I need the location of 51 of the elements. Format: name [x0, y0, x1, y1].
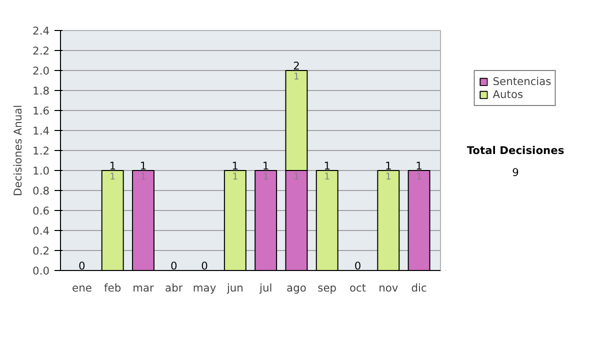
- data-label: 1: [140, 172, 146, 182]
- total-label: 1: [385, 160, 392, 172]
- x-tick-label: may: [192, 282, 216, 294]
- total-label: 1: [324, 160, 331, 172]
- data-label: 1: [324, 172, 330, 182]
- x-tick-label: nov: [378, 282, 398, 294]
- y-tick-label: 1.2: [32, 144, 50, 158]
- total-label: 1: [416, 160, 422, 172]
- data-label: 1: [262, 172, 269, 182]
- y-tick-label: 2.2: [32, 44, 50, 58]
- x-tick-label: mar: [132, 282, 155, 294]
- x-tick-label: abr: [165, 282, 184, 294]
- total-label: 0: [354, 260, 362, 272]
- x-tick-label: sep: [318, 282, 337, 294]
- total-label: 1: [232, 160, 239, 172]
- y-tick-label: 0.4: [32, 224, 50, 238]
- x-tick-label: dic: [411, 282, 427, 294]
- y-tick-label: 0.0: [32, 264, 50, 278]
- total-label: 1: [140, 160, 147, 172]
- y-tick-label: 0.6: [32, 204, 50, 218]
- total-label: 0: [78, 260, 86, 272]
- x-tick-label: ago: [286, 282, 306, 294]
- y-tick-label: 1.4: [32, 124, 50, 138]
- x-tick-label: jun: [226, 282, 244, 294]
- total-label: 1: [262, 160, 270, 172]
- y-tick-label: 1.0: [32, 164, 50, 178]
- data-label: 1: [294, 72, 300, 82]
- total-label: 0: [201, 260, 208, 272]
- total-label: 1: [109, 160, 116, 172]
- y-tick-label: 1.6: [32, 104, 50, 118]
- text: Total Decisiones: [466, 144, 564, 157]
- y-axis-title: Decisiones Anual: [12, 104, 25, 196]
- y-tick-label: 0.2: [32, 244, 50, 258]
- x-tick-label: jul: [258, 282, 272, 294]
- y-tick-label: 0.8: [32, 184, 50, 198]
- y-tick-label: 2.4: [32, 24, 50, 38]
- total-label: 2: [293, 60, 300, 72]
- total-label: 0: [170, 260, 178, 272]
- x-tick-label: oct: [349, 282, 366, 294]
- data-label: 1: [232, 172, 238, 182]
- x-tick-label: feb: [104, 282, 122, 294]
- legend-label: Autos: [492, 88, 524, 101]
- legend-label: Sentencias: [492, 75, 552, 88]
- data-label: 1: [294, 172, 300, 182]
- text: 9: [512, 166, 520, 180]
- data-label: 1: [110, 172, 116, 182]
- x-tick-label: ene: [72, 282, 92, 294]
- data-label: 1: [385, 172, 392, 182]
- y-tick-label: 2.0: [32, 64, 50, 78]
- data-label: 1: [416, 172, 422, 182]
- y-tick-label: 1.8: [32, 84, 50, 98]
